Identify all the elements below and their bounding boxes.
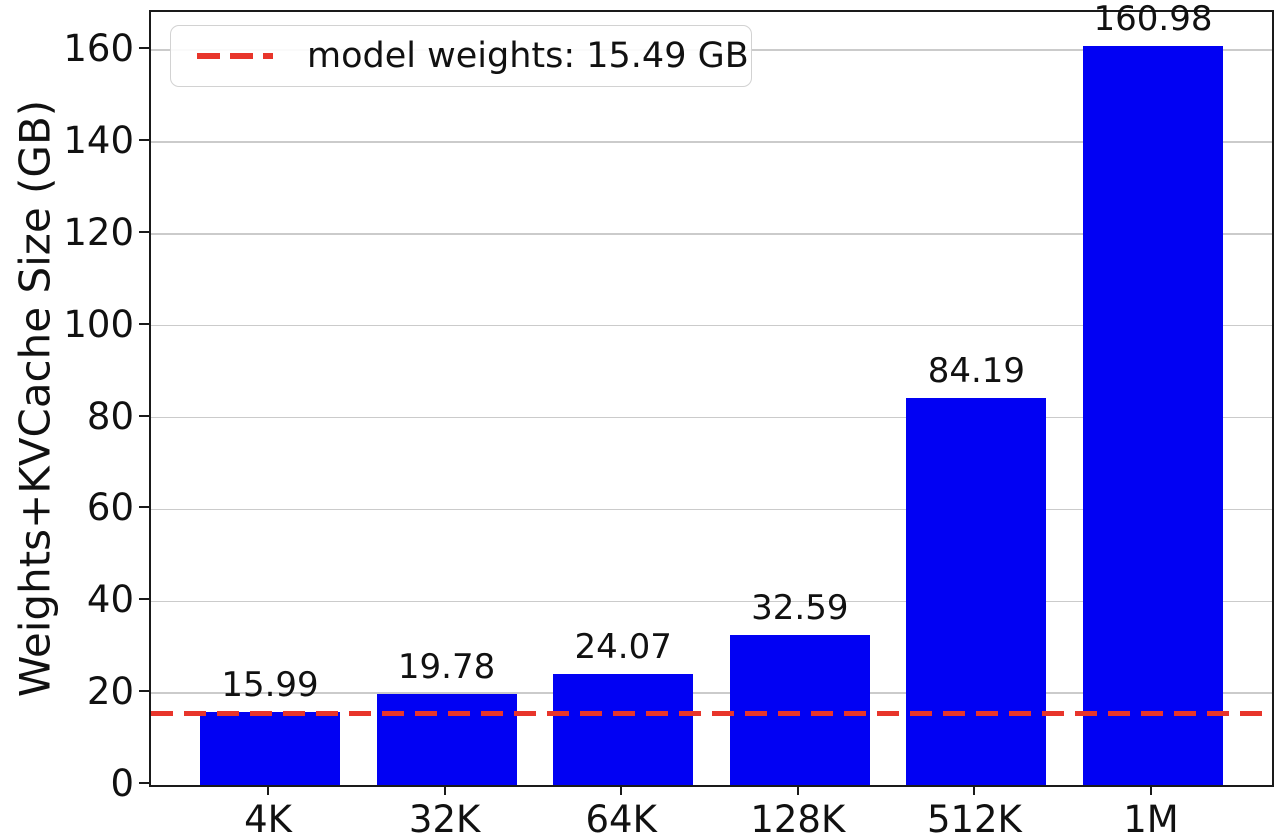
x-tick-mark-1M: [1150, 785, 1152, 795]
bar-32K: [376, 694, 517, 785]
y-tick-label-40: 40: [86, 578, 134, 622]
bar-value-label-4K: 15.99: [221, 664, 319, 705]
gridline-20: [151, 692, 1272, 694]
plot-area: 15.99 19.78 24.07 32.59 84.19 160.98 model we…: [149, 2, 1274, 787]
gridline-120: [151, 233, 1272, 235]
gridline-100: [151, 324, 1272, 327]
y-tick-mark-160: [139, 47, 149, 50]
x-tick-mark-128K: [796, 785, 799, 795]
y-tick-label-20: 20: [86, 670, 134, 714]
bar-value-label-128K: 32.59: [751, 588, 849, 629]
bar-1M: [1083, 45, 1223, 785]
y-tick-label-140: 140: [63, 118, 134, 162]
bar-128K: [729, 635, 870, 785]
dashed-line-legend-sample: [197, 53, 273, 59]
x-tick-label-1M: 1M: [1123, 798, 1179, 836]
y-tick-label-160: 160: [63, 27, 134, 71]
gridline-60: [151, 508, 1272, 511]
y-tick-label-80: 80: [86, 394, 134, 438]
bar-512K: [906, 398, 1047, 785]
gridline-140: [151, 141, 1272, 143]
x-tick-mark-4K: [267, 785, 269, 795]
y-tick-mark-0: [139, 782, 149, 784]
y-tick-mark-60: [139, 506, 149, 509]
legend-label: model weights: 15.49 GB: [307, 36, 749, 76]
y-tick-mark-120: [139, 230, 149, 233]
y-tick-mark-80: [139, 414, 149, 417]
y-tick-mark-20: [139, 690, 149, 693]
x-tick-label-512K: 512K: [926, 798, 1022, 836]
y-tick-label-100: 100: [63, 302, 134, 346]
x-tick-label-128K: 128K: [750, 798, 846, 836]
x-tick-label-4K: 4K: [244, 798, 292, 836]
bar-value-label-1M: 160.98: [1093, 0, 1213, 39]
x-tick-label-32K: 32K: [408, 798, 481, 836]
model-weights-reference-line: [151, 711, 1272, 717]
gridline-40: [151, 600, 1272, 603]
x-tick-label-64K: 64K: [585, 798, 657, 836]
legend: model weights: 15.49 GB: [170, 25, 752, 87]
y-tick-mark-140: [139, 138, 149, 141]
bar-64K: [553, 674, 694, 785]
x-tick-mark-512K: [973, 785, 976, 795]
y-tick-label-60: 60: [86, 486, 134, 530]
y-tick-label-120: 120: [63, 210, 134, 254]
bar-4K: [200, 711, 340, 785]
y-tick-label-0: 0: [110, 762, 134, 805]
x-tick-mark-32K: [443, 785, 446, 795]
x-tick-mark-64K: [620, 785, 623, 795]
bar-value-label-512K: 84.19: [927, 351, 1026, 392]
bar-value-label-64K: 24.07: [574, 627, 672, 668]
bar-value-label-32K: 19.78: [397, 647, 496, 688]
y-tick-mark-40: [139, 598, 149, 601]
gridline-80: [151, 416, 1272, 419]
y-tick-mark-100: [139, 322, 149, 325]
